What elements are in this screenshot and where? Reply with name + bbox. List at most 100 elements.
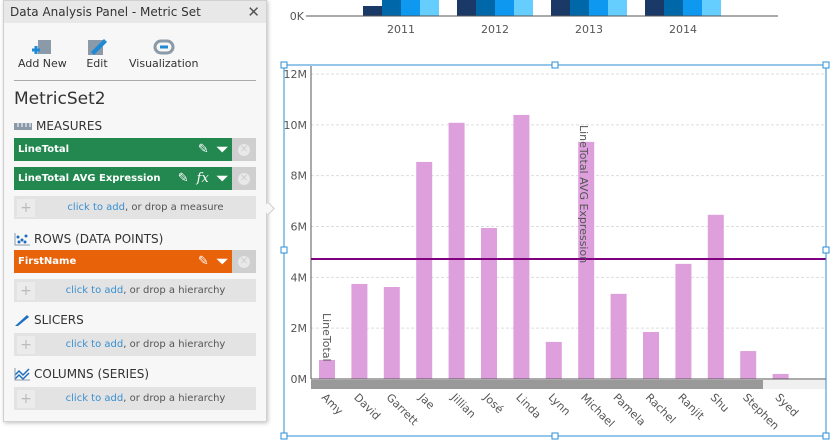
bar-david xyxy=(351,283,368,379)
top-chart-bar xyxy=(495,0,514,16)
x-tick-label: 2011 xyxy=(387,23,415,36)
click-to-add-link[interactable]: click to add xyxy=(65,285,124,296)
top-chart-bar xyxy=(420,0,439,16)
measure-linetotal[interactable]: LineTotal ✎ ⏷ ✕ xyxy=(14,138,256,161)
edit-button[interactable]: Edit xyxy=(86,37,108,70)
filter-icon[interactable]: ⏷ xyxy=(216,141,228,158)
x-tick-label: Ranjit xyxy=(675,391,707,423)
resize-handle[interactable] xyxy=(280,61,288,69)
reference-line-label: LineTotal AVG Expression xyxy=(577,125,590,263)
remove-measure-button[interactable]: ✕ xyxy=(232,138,256,161)
columns-header-label: COLUMNS (SERIES) xyxy=(34,367,150,381)
remove-measure-button[interactable]: ✕ xyxy=(232,167,256,190)
resize-handle[interactable] xyxy=(551,61,559,69)
fx-icon[interactable]: fx xyxy=(196,171,209,186)
visualization-button[interactable]: Visualization xyxy=(129,37,198,70)
add-new-icon xyxy=(18,37,67,57)
bar-rachel xyxy=(643,331,659,379)
measure-label: LineTotal AVG Expression xyxy=(18,173,161,184)
y-tick-label: 12M xyxy=(284,68,308,81)
top-chart-bar xyxy=(589,0,608,16)
remove-row-button[interactable]: ✕ xyxy=(232,250,256,273)
x-tick-label: 2014 xyxy=(669,23,697,36)
click-to-add-link[interactable]: click to add xyxy=(67,202,125,213)
x-tick-label: 2012 xyxy=(481,23,509,36)
resize-handle[interactable] xyxy=(822,61,830,69)
metric-set-name: MetricSet2 xyxy=(14,89,106,109)
plus-icon[interactable]: + xyxy=(17,281,35,300)
y-tick-label: 2M xyxy=(291,322,308,335)
click-to-add-link[interactable]: click to add xyxy=(65,339,124,350)
add-measure-dropzone[interactable]: + click to add, or drop a measure xyxy=(14,196,256,219)
filter-icon[interactable]: ⏷ xyxy=(216,253,228,270)
y-tick-label: 0K xyxy=(290,10,305,23)
y-tick-label: 4M xyxy=(291,271,308,284)
data-analysis-panel: Data Analysis Panel - Metric Set ✕ Add N… xyxy=(3,0,267,422)
link-icon xyxy=(129,37,198,57)
x-tick-label: Lynn xyxy=(546,391,573,418)
filter-icon[interactable]: ⏷ xyxy=(216,170,228,187)
top-chart-bar xyxy=(457,0,476,16)
top-chart-bar xyxy=(645,0,664,16)
resize-handle[interactable] xyxy=(280,432,288,440)
pencil-icon[interactable]: ✎ xyxy=(197,254,209,269)
x-tick-label: Garrett xyxy=(384,391,421,428)
line-series-icon xyxy=(14,368,30,381)
pencil-icon[interactable]: ✎ xyxy=(177,171,189,186)
top-chart-bar xyxy=(570,0,589,16)
dropzone-hint: , or drop a hierarchy xyxy=(123,285,226,296)
top-chart-bar xyxy=(683,0,702,16)
bar-shu xyxy=(707,214,724,379)
add-column-dropzone[interactable]: + click to add, or drop a hierarchy xyxy=(14,387,256,410)
close-icon[interactable]: ✕ xyxy=(247,3,260,21)
row-firstname[interactable]: FirstName ✎ ⏷ ✕ xyxy=(14,250,256,273)
add-row-dropzone[interactable]: + click to add, or drop a hierarchy xyxy=(14,279,256,302)
dropzone-hint: , or drop a measure xyxy=(125,202,224,213)
ruler-icon xyxy=(14,123,32,130)
rows-header: ROWS (DATA POINTS) xyxy=(14,232,163,246)
bar-lynn xyxy=(545,341,562,379)
click-to-add-link[interactable]: click to add xyxy=(65,393,124,404)
edit-label: Edit xyxy=(86,57,108,70)
series-label: LineTotal xyxy=(320,313,333,362)
rows-header-label: ROWS (DATA POINTS) xyxy=(34,232,164,246)
dropzone-hint: , or drop a hierarchy xyxy=(123,393,226,404)
bar-pamela xyxy=(610,293,627,379)
resize-handle[interactable] xyxy=(822,246,830,254)
scrollbar-thumb[interactable] xyxy=(311,380,763,389)
plus-icon[interactable]: + xyxy=(17,335,35,354)
scatter-icon xyxy=(14,233,30,246)
measure-linetotal-avg-expression[interactable]: LineTotal AVG Expression ✎ fx ⏷ ✕ xyxy=(14,167,256,190)
y-tick-label: 0M xyxy=(291,373,308,386)
y-tick-label: 8M xyxy=(291,170,308,183)
bar-amy xyxy=(319,359,335,379)
columns-header: COLUMNS (SERIES) xyxy=(14,367,149,381)
resize-handle[interactable] xyxy=(822,432,830,440)
top-chart-bar xyxy=(363,6,382,16)
remove-icon: ✕ xyxy=(238,143,250,156)
bar-jillian xyxy=(448,122,465,380)
bar-linda xyxy=(513,114,530,379)
bar-ranjit xyxy=(675,263,692,379)
x-tick-label: Pamela xyxy=(610,391,648,429)
resize-handle[interactable] xyxy=(280,246,288,254)
visualization-label: Visualization xyxy=(129,57,199,70)
resize-handle[interactable] xyxy=(551,432,559,440)
bar-michael xyxy=(578,141,595,379)
top-chart-bar xyxy=(608,0,627,16)
slicers-header: SLICERS xyxy=(14,313,84,327)
add-new-label: Add New xyxy=(18,57,67,70)
row-label: FirstName xyxy=(18,256,77,267)
y-tick-label: 6M xyxy=(291,221,308,234)
bar-syed xyxy=(772,373,789,379)
measures-header: MEASURES xyxy=(14,119,102,133)
add-slicer-dropzone[interactable]: + click to add, or drop a hierarchy xyxy=(14,333,256,356)
measures-header-label: MEASURES xyxy=(36,119,103,133)
x-tick-label: David xyxy=(351,391,383,423)
pencil-icon[interactable]: ✎ xyxy=(197,142,209,157)
panel-titlebar[interactable]: Data Analysis Panel - Metric Set ✕ xyxy=(4,1,266,23)
add-new-button[interactable]: Add New xyxy=(18,37,67,70)
plus-icon[interactable]: + xyxy=(17,389,35,408)
plus-icon[interactable]: + xyxy=(17,198,35,217)
